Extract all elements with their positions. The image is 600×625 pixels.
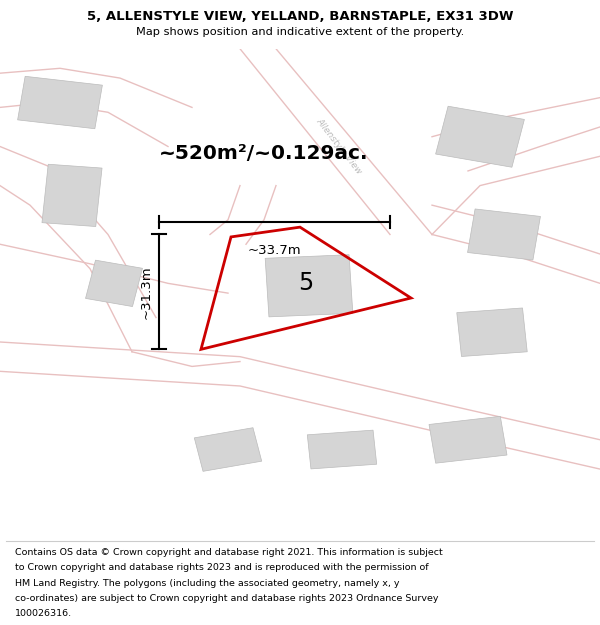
Text: 100026316.: 100026316. [15, 609, 72, 618]
Text: Contains OS data © Crown copyright and database right 2021. This information is : Contains OS data © Crown copyright and d… [15, 548, 443, 557]
Text: 5, ALLENSTYLE VIEW, YELLAND, BARNSTAPLE, EX31 3DW: 5, ALLENSTYLE VIEW, YELLAND, BARNSTAPLE,… [87, 10, 513, 22]
Polygon shape [265, 255, 353, 317]
Text: Map shows position and indicative extent of the property.: Map shows position and indicative extent… [136, 26, 464, 36]
Polygon shape [86, 260, 142, 306]
Text: ~33.7m: ~33.7m [248, 244, 301, 258]
Polygon shape [467, 209, 541, 260]
Text: to Crown copyright and database rights 2023 and is reproduced with the permissio: to Crown copyright and database rights 2… [15, 563, 428, 572]
Polygon shape [17, 76, 103, 129]
Text: HM Land Registry. The polygons (including the associated geometry, namely x, y: HM Land Registry. The polygons (includin… [15, 579, 400, 587]
Text: co-ordinates) are subject to Crown copyright and database rights 2023 Ordnance S: co-ordinates) are subject to Crown copyr… [15, 594, 439, 603]
Polygon shape [429, 416, 507, 463]
Polygon shape [457, 308, 527, 356]
Text: 5: 5 [298, 271, 314, 296]
Polygon shape [42, 164, 102, 226]
Text: ~520m²/~0.129ac.: ~520m²/~0.129ac. [159, 144, 369, 163]
Polygon shape [307, 430, 377, 469]
Polygon shape [436, 106, 524, 168]
Text: Allenstyle View: Allenstyle View [314, 117, 364, 176]
Text: ~31.3m: ~31.3m [139, 265, 152, 319]
Polygon shape [194, 428, 262, 471]
